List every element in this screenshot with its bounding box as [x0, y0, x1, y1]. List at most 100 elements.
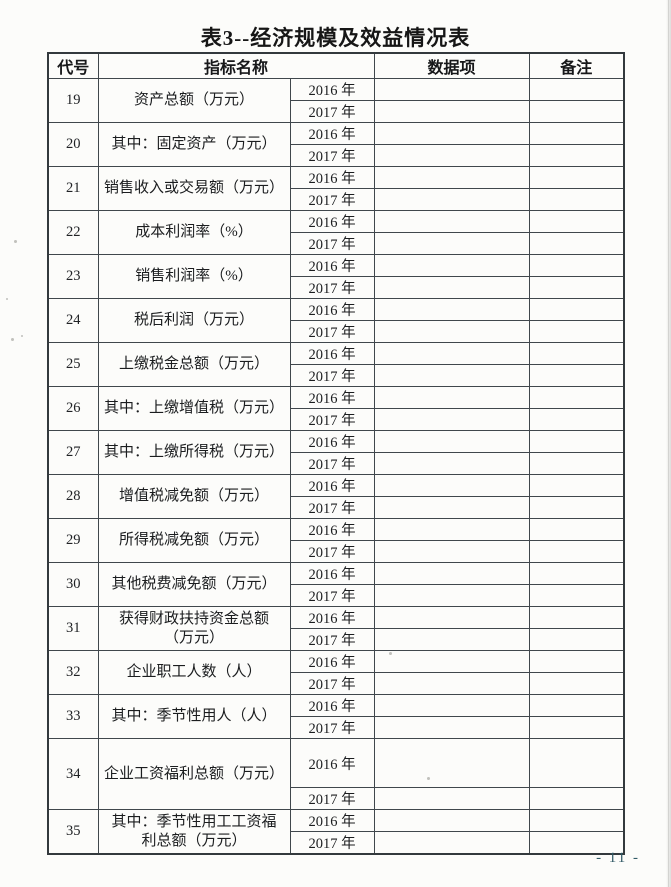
- row-code: 35: [47, 809, 99, 855]
- row-year-2017: 2017 年: [289, 496, 375, 519]
- row-year-2016: 2016 年: [289, 210, 375, 233]
- table-row: 34 企业工资福利总额（万元） 2016 年: [47, 738, 625, 810]
- table-row: 2017 年: [48, 144, 625, 167]
- row-data-item-2016: [373, 298, 530, 321]
- row-data-item-2017: [373, 452, 530, 475]
- economic-benefit-table: 代号 指标名称 数据项 备注 19 资产总额（万元） 2016 年 2017 年 20 其…: [47, 52, 626, 855]
- row-code: 29: [47, 518, 99, 563]
- row-remark-2017: [528, 452, 625, 475]
- table-row: 29 所得税减免额（万元） 2016 年: [47, 518, 625, 563]
- table-row: 26 其中：上缴增值税（万元） 2016 年: [47, 386, 625, 431]
- row-remark-2016: [528, 166, 625, 189]
- row-remark-2016: [528, 122, 625, 145]
- row-indicator-name: 其中：上缴增值税（万元）: [97, 386, 291, 431]
- row-year-2016: 2016 年: [289, 254, 375, 277]
- row-data-item-2017: [373, 188, 530, 211]
- row-indicator-name: 其他税费减免额（万元）: [97, 562, 291, 607]
- table-row: 33 其中：季节性用人（人） 2016 年: [47, 694, 625, 739]
- row-year-2016: 2016 年: [289, 430, 375, 453]
- row-data-item-2017: [373, 364, 530, 387]
- table-row: 2017 年: [48, 628, 625, 651]
- row-remark-2016: [528, 738, 625, 788]
- row-year-2016: 2016 年: [289, 606, 375, 629]
- row-remark-2017: [528, 232, 625, 255]
- row-year-2016: 2016 年: [289, 474, 375, 497]
- header-data-item: 数据项: [373, 52, 530, 79]
- scan-speck: [11, 338, 14, 341]
- row-remark-2016: [528, 606, 625, 629]
- row-year-2016: 2016 年: [289, 694, 375, 717]
- row-indicator-name: 成本利润率（%）: [97, 210, 291, 255]
- row-code: 20: [47, 122, 99, 167]
- row-data-item-2016: [373, 562, 530, 585]
- row-year-2017: 2017 年: [289, 787, 375, 810]
- row-indicator-name: 资产总额（万元）: [97, 78, 291, 123]
- row-data-item-2016: [373, 606, 530, 629]
- row-data-item-2017: [373, 672, 530, 695]
- row-year-2017: 2017 年: [289, 144, 375, 167]
- row-data-item-2016: [373, 650, 530, 673]
- row-remark-2016: [528, 809, 625, 832]
- row-indicator-name: 上缴税金总额（万元）: [97, 342, 291, 387]
- row-remark-2017: [528, 188, 625, 211]
- table-row: 2017 年: [48, 364, 625, 387]
- row-code: 34: [47, 738, 99, 810]
- row-code: 30: [47, 562, 99, 607]
- table-row: 2017 年: [48, 584, 625, 607]
- row-data-item-2016: [373, 122, 530, 145]
- row-year-2016: 2016 年: [289, 809, 375, 832]
- row-remark-2016: [528, 298, 625, 321]
- row-code: 26: [47, 386, 99, 431]
- row-remark-2016: [528, 254, 625, 277]
- scan-speck: [21, 335, 23, 337]
- scan-speck: [14, 240, 17, 243]
- row-data-item-2017: [373, 628, 530, 651]
- row-year-2017: 2017 年: [289, 232, 375, 255]
- table-row: 35 其中：季节性用工工资福 利总额（万元） 2016 年: [47, 809, 625, 855]
- row-code: 33: [47, 694, 99, 739]
- row-indicator-name: 税后利润（万元）: [97, 298, 291, 343]
- table-row: 2017 年: [48, 831, 625, 855]
- row-indicator-name: 企业工资福利总额（万元）: [97, 738, 291, 810]
- row-data-item-2017: [373, 232, 530, 255]
- row-remark-2017: [528, 628, 625, 651]
- table-row: 2017 年: [48, 540, 625, 563]
- table-row: 20 其中：固定资产（万元） 2016 年: [47, 122, 625, 167]
- row-data-item-2016: [373, 210, 530, 233]
- row-indicator-name: 其中：固定资产（万元）: [97, 122, 291, 167]
- row-indicator-name: 获得财政扶持资金总额 （万元）: [97, 606, 291, 651]
- row-remark-2016: [528, 386, 625, 409]
- table-row: 2017 年: [48, 408, 625, 431]
- row-data-item-2017: [373, 144, 530, 167]
- row-data-item-2016: [373, 474, 530, 497]
- row-year-2017: 2017 年: [289, 408, 375, 431]
- table-row: 2017 年: [48, 496, 625, 519]
- row-code: 23: [47, 254, 99, 299]
- row-year-2017: 2017 年: [289, 540, 375, 563]
- header-code: 代号: [47, 52, 99, 79]
- row-year-2017: 2017 年: [289, 320, 375, 343]
- row-data-item-2016: [373, 518, 530, 541]
- row-code: 19: [47, 78, 99, 123]
- scan-edge-line: [668, 0, 669, 887]
- row-year-2016: 2016 年: [289, 342, 375, 365]
- row-year-2017: 2017 年: [289, 364, 375, 387]
- row-indicator-name: 其中：季节性用工工资福 利总额（万元）: [97, 809, 291, 855]
- table-row: 27 其中：上缴所得税（万元） 2016 年: [47, 430, 625, 475]
- row-remark-2016: [528, 430, 625, 453]
- table-row: 24 税后利润（万元） 2016 年: [47, 298, 625, 343]
- table-row: 25 上缴税金总额（万元） 2016 年: [47, 342, 625, 387]
- table-row: 2017 年: [48, 188, 625, 211]
- row-code: 32: [47, 650, 99, 695]
- row-year-2017: 2017 年: [289, 716, 375, 739]
- row-year-2017: 2017 年: [289, 831, 375, 855]
- row-data-item-2017: [373, 831, 530, 855]
- row-code: 25: [47, 342, 99, 387]
- row-year-2016: 2016 年: [289, 166, 375, 189]
- row-indicator-name: 其中：季节性用人（人）: [97, 694, 291, 739]
- row-data-item-2016: [373, 386, 530, 409]
- row-code: 27: [47, 430, 99, 475]
- row-remark-2016: [528, 650, 625, 673]
- row-data-item-2017: [373, 408, 530, 431]
- row-data-item-2016: [373, 342, 530, 365]
